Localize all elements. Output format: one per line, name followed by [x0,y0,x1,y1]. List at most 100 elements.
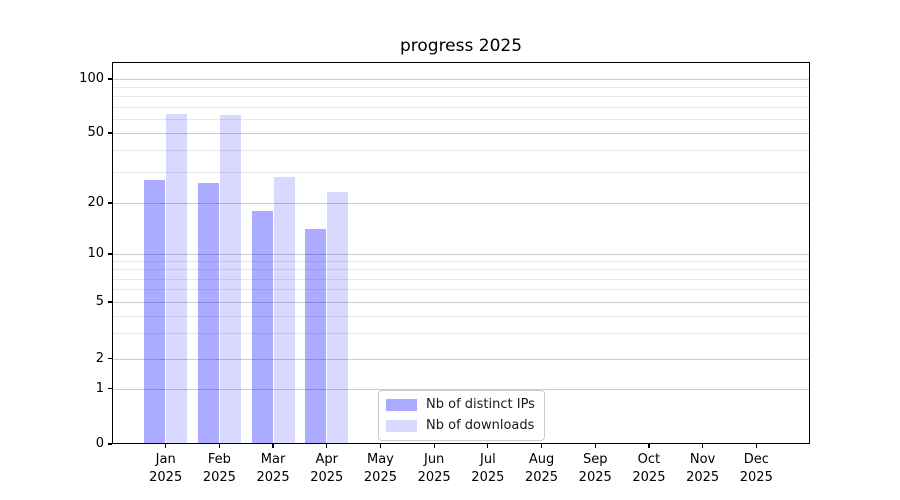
gridline-minor [112,278,810,280]
x-tick-mark [326,444,328,448]
x-tick-label: Jan 2025 [134,451,198,487]
bar-downloads-mar [273,177,295,444]
x-tick-year: 2025 [310,470,344,485]
x-tick-year: 2025 [256,470,290,485]
y-tick-label: 0 [95,436,104,451]
legend-item-distinct-ips: Nb of distinct IPs [386,397,535,413]
x-tick-label: May 2025 [348,451,412,487]
x-tick-label: Mar 2025 [241,451,305,487]
x-tick-year: 2025 [632,470,666,485]
x-tick-label: Aug 2025 [510,451,574,487]
x-tick-year: 2025 [202,470,236,485]
x-tick-year: 2025 [524,470,559,485]
gridline-major [112,358,810,360]
y-tick-mark [108,301,112,303]
x-tick-year: 2025 [149,470,183,485]
legend-swatch-downloads [386,420,417,432]
x-tick-mark [272,444,274,448]
gridline-minor [112,96,810,98]
y-tick-label: 2 [95,350,104,366]
legend-label-distinct-ips: Nb of distinct IPs [426,397,535,412]
bar-distinct-ips-jan [144,180,166,444]
x-tick-month: Nov [689,452,716,467]
x-tick-month: Mar [260,452,286,467]
x-tick-label: Jun 2025 [402,451,466,487]
x-tick-month: Apr [315,452,339,467]
legend-label-downloads: Nb of downloads [426,418,535,433]
gridline-major [112,79,810,81]
x-tick-mark [755,444,757,448]
y-tick-label: 5 [95,294,104,309]
y-tick-label: 20 [87,195,104,210]
x-tick-label: Dec 2025 [724,451,788,487]
y-tick-label: 50 [87,125,104,140]
gridline-major [112,254,810,256]
y-tick-label: 100 [79,71,104,86]
x-tick-label: Apr 2025 [295,451,359,487]
gridline-minor [112,333,810,335]
gridline-minor [112,172,810,174]
legend-swatch-distinct-ips [386,399,417,411]
gridline-minor [112,261,810,263]
x-tick-year: 2025 [686,470,720,485]
gridline-minor [112,269,810,271]
x-tick-year: 2025 [578,470,612,485]
x-tick-month: Oct [637,452,661,467]
x-tick-label: Nov 2025 [671,451,735,487]
bar-distinct-ips-mar [251,210,273,444]
gridline-minor [112,118,810,120]
x-tick-month: Jul [480,452,496,467]
gridline-minor [112,106,810,108]
y-tick-label: 10 [87,246,104,261]
x-tick-year: 2025 [471,470,505,485]
x-tick-mark [594,444,596,448]
x-tick-mark [379,444,382,448]
gridline-major [112,133,810,135]
bar-downloads-apr [327,192,349,444]
gridline-minor [112,315,810,317]
gridline-minor [112,87,810,89]
y-tick-mark [108,202,112,204]
y-tick-mark [108,357,112,360]
bar-downloads-feb [219,114,241,444]
x-tick-year: 2025 [739,470,773,485]
x-tick-label: Jul 2025 [456,451,520,487]
x-tick-month: Jan [155,452,176,467]
x-tick-month: May [367,452,394,467]
y-tick-mark [108,132,112,134]
legend: Nb of distinct IPs Nb of downloads [378,390,545,441]
x-tick-mark [648,444,650,448]
gridline-major [112,203,810,205]
x-tick-mark [433,444,435,448]
x-tick-month: Feb [207,452,231,467]
x-tick-label: Feb 2025 [187,451,251,487]
gridline-major [112,302,810,304]
y-tick-mark [108,387,112,390]
y-tick-mark [108,253,112,255]
x-tick-month: Dec [743,452,769,467]
x-tick-mark [165,444,167,448]
x-tick-label: Oct 2025 [617,451,681,487]
x-tick-mark [487,444,489,448]
x-tick-year: 2025 [363,470,397,485]
x-tick-month: Sep [582,452,608,467]
x-tick-mark [540,444,543,448]
plot-area [112,62,810,444]
x-tick-month: Aug [528,452,555,467]
y-tick-mark [108,78,112,80]
gridline-minor [112,150,810,152]
x-tick-month: Jun [423,452,445,467]
x-tick-year: 2025 [417,470,451,485]
bar-downloads-jan [166,113,188,444]
legend-item-downloads: Nb of downloads [386,418,535,434]
y-tick-mark [108,443,112,445]
y-tick-label: 1 [95,380,104,396]
chart-title: progress 2025 [399,36,523,56]
bar-distinct-ips-feb [197,182,219,444]
x-tick-mark [218,444,220,448]
x-tick-mark [702,444,704,448]
gridline-major [112,388,810,390]
bar-distinct-ips-apr [305,229,327,444]
gridline-minor [112,289,810,291]
